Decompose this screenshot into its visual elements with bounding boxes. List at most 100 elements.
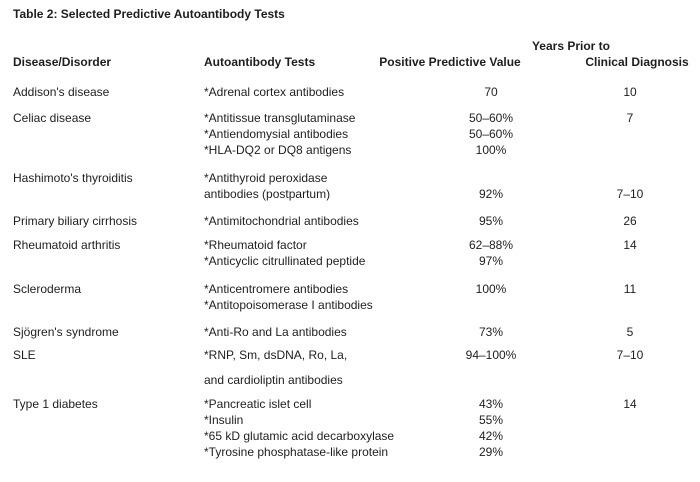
table-row: *Antitopoisomerase I antibodies	[0, 297, 700, 313]
disease-cell: Rheumatoid arthritis	[13, 238, 121, 252]
table-row: *Insulin 55%	[0, 412, 700, 428]
disease-group: Hashimoto's thyroiditis *Antithyroid per…	[0, 170, 700, 202]
column-header-disease: Disease/Disorder	[13, 55, 112, 69]
years-cell: 5	[626, 325, 634, 339]
ppv-cell	[416, 372, 566, 388]
disease-group: Addison's disease *Adrenal cortex antibo…	[0, 84, 700, 100]
table-row: *Anticyclic citrullinated peptide 97%	[0, 253, 700, 269]
ppv-cell: 94–100%	[465, 348, 517, 362]
years-cell: 14	[623, 397, 637, 411]
ppv-cell	[416, 297, 566, 313]
table-row: *Antiendomysial antibodies 50–60%	[0, 126, 700, 142]
ppv-cell: 42%	[478, 429, 504, 443]
test-cell: *Anticyclic citrullinated peptide	[204, 254, 366, 268]
test-cell: *65 kD glutamic acid decarboxylase	[204, 429, 395, 443]
column-header-ppv: Positive Predictive Value	[379, 55, 521, 69]
table-row: Scleroderma *Anticentromere antibodies 1…	[0, 281, 700, 297]
test-cell: and cardioliptin antibodies	[204, 373, 343, 387]
table-row: antibodies (postpartum) 92% 7–10	[0, 186, 700, 202]
disease-cell: Hashimoto's thyroiditis	[13, 171, 133, 185]
test-cell: *Antimitochondrial antibodies	[204, 214, 359, 228]
ppv-cell	[416, 170, 566, 186]
years-cell	[566, 126, 694, 142]
disease-cell: Primary biliary cirrhosis	[13, 214, 138, 228]
column-header-tests: Autoantibody Tests	[204, 55, 316, 69]
table-row: and cardioliptin antibodies	[0, 372, 700, 388]
ppv-cell: 70	[484, 85, 498, 99]
table-title: Table 2: Selected Predictive Autoantibod…	[13, 7, 285, 21]
empty-cell	[0, 428, 190, 444]
disease-cell: Sjögren's syndrome	[13, 325, 119, 339]
ppv-cell: 43%	[478, 397, 504, 411]
years-cell: 26	[623, 214, 637, 228]
disease-cell: Celiac disease	[13, 111, 92, 125]
table-row: Primary biliary cirrhosis *Antimitochond…	[0, 213, 700, 229]
test-cell: *Anti-Ro and La antibodies	[204, 325, 347, 339]
table-row: Celiac disease *Antitissue transglutamin…	[0, 110, 700, 126]
test-cell: *Anticentromere antibodies	[204, 282, 349, 296]
table-row: Addison's disease *Adrenal cortex antibo…	[0, 84, 700, 100]
years-cell	[566, 372, 694, 388]
years-cell: 7–10	[616, 348, 644, 362]
ppv-cell: 73%	[478, 325, 504, 339]
ppv-cell: 97%	[478, 254, 504, 268]
years-cell	[566, 412, 694, 428]
disease-cell: Addison's disease	[13, 85, 110, 99]
table-row: *65 kD glutamic acid decarboxylase 42%	[0, 428, 700, 444]
test-cell: *Antithyroid peroxidase	[204, 171, 328, 185]
years-cell: 11	[623, 282, 637, 296]
test-cell: *Adrenal cortex antibodies	[204, 85, 345, 99]
ppv-cell: 50–60%	[468, 127, 514, 141]
table-row: Sjögren's syndrome *Anti-Ro and La antib…	[0, 324, 700, 340]
empty-cell	[0, 126, 190, 142]
ppv-cell: 92%	[478, 187, 504, 201]
empty-cell	[0, 253, 190, 269]
test-cell: antibodies (postpartum)	[204, 187, 331, 201]
table-row: Hashimoto's thyroiditis *Antithyroid per…	[0, 170, 700, 186]
years-cell	[566, 297, 694, 313]
empty-cell	[0, 297, 190, 313]
years-cell: 14	[623, 238, 637, 252]
disease-cell: SLE	[13, 348, 36, 362]
empty-cell	[0, 412, 190, 428]
ppv-cell: 55%	[478, 413, 504, 427]
empty-cell	[0, 444, 190, 460]
empty-cell	[0, 186, 190, 202]
years-cell	[566, 253, 694, 269]
ppv-cell: 100%	[475, 143, 507, 157]
disease-group: Primary biliary cirrhosis *Antimitochond…	[0, 213, 700, 229]
table-row: *Tyrosine phosphatase-like protein 29%	[0, 444, 700, 460]
ppv-cell: 29%	[478, 445, 504, 459]
test-cell: *Insulin	[204, 413, 244, 427]
years-cell	[566, 444, 694, 460]
test-cell: *Antiendomysial antibodies	[204, 127, 349, 141]
years-cell: 7	[626, 111, 634, 125]
column-header-years-line2: Clinical Diagnosis	[585, 55, 689, 69]
test-cell: *Antitissue transglutaminase	[204, 111, 356, 125]
disease-cell: Type 1 diabetes	[13, 397, 98, 411]
column-header-years-line1: Years Prior to	[531, 39, 611, 53]
disease-group: Rheumatoid arthritis *Rheumatoid factor …	[0, 237, 700, 269]
disease-group: Scleroderma *Anticentromere antibodies 1…	[0, 281, 700, 313]
empty-cell	[0, 372, 190, 388]
years-cell: 7–10	[616, 187, 644, 201]
table-row: Rheumatoid arthritis *Rheumatoid factor …	[0, 237, 700, 253]
test-cell: *Antitopoisomerase I antibodies	[204, 298, 373, 312]
disease-cell: Scleroderma	[13, 282, 82, 296]
disease-group: Type 1 diabetes *Pancreatic islet cell 4…	[0, 396, 700, 460]
table-row: SLE *RNP, Sm, dsDNA, Ro, La, 94–100% 7–1…	[0, 347, 700, 363]
table-body: Addison's disease *Adrenal cortex antibo…	[0, 84, 700, 460]
test-cell: *Tyrosine phosphatase-like protein	[204, 445, 389, 459]
years-cell	[566, 142, 694, 158]
test-cell: *Pancreatic islet cell	[204, 397, 312, 411]
years-cell: 10	[623, 85, 637, 99]
ppv-cell: 50–60%	[468, 111, 514, 125]
ppv-cell: 95%	[478, 214, 504, 228]
table-row: Type 1 diabetes *Pancreatic islet cell 4…	[0, 396, 700, 412]
ppv-cell: 100%	[475, 282, 507, 296]
table-row: *HLA-DQ2 or DQ8 antigens 100%	[0, 142, 700, 158]
years-cell	[566, 428, 694, 444]
disease-group: Celiac disease *Antitissue transglutamin…	[0, 110, 700, 158]
years-cell	[566, 170, 694, 186]
